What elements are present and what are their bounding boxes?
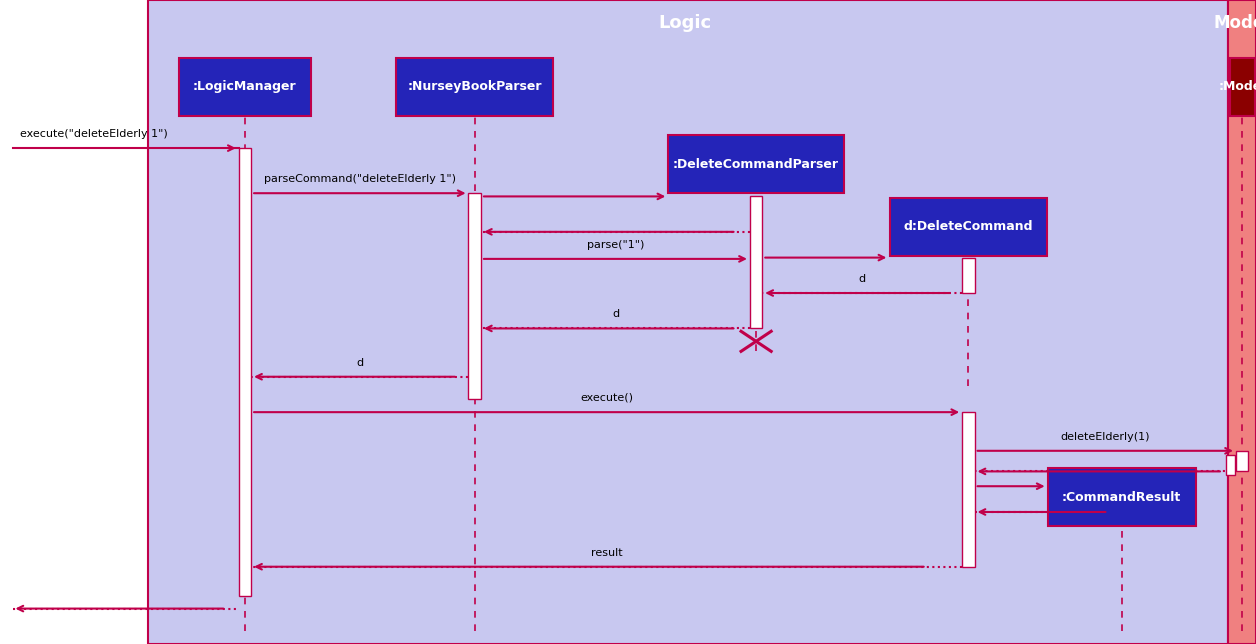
Text: execute("deleteElderly 1"): execute("deleteElderly 1") [20,129,168,139]
Text: :Model: :Model [1218,80,1256,93]
Text: execute(): execute() [580,393,633,403]
Bar [397,58,554,116]
Bar [1236,451,1248,471]
Bar [962,258,975,293]
Text: :CommandResult: :CommandResult [1063,491,1181,504]
Bar [962,412,975,567]
Text: :DeleteCommandParser: :DeleteCommandParser [673,158,839,171]
Bar [1230,58,1255,116]
Bar [468,193,481,399]
Text: parseCommand("deleteElderly 1"): parseCommand("deleteElderly 1") [264,174,456,184]
Text: deleteElderly(1): deleteElderly(1) [1060,431,1150,442]
Bar [668,135,844,193]
Bar [180,58,311,116]
Bar [750,196,762,328]
Text: d: d [859,274,865,284]
Text: result: result [590,547,623,558]
Bar [1115,486,1128,512]
Text: :NurseyBookParser: :NurseyBookParser [407,80,543,93]
Text: d:DeleteCommand: d:DeleteCommand [903,220,1034,233]
Bar [1048,468,1196,526]
Text: parse("1"): parse("1") [587,240,644,250]
Bar [1226,455,1235,475]
Text: d: d [357,357,363,368]
Text: d: d [612,309,619,319]
Bar [889,198,1046,256]
Text: Model: Model [1213,14,1256,32]
Text: :LogicManager: :LogicManager [193,80,296,93]
Bar [148,0,1228,644]
Text: Logic: Logic [658,14,711,32]
Bar [239,148,251,596]
Bar [1228,0,1256,644]
